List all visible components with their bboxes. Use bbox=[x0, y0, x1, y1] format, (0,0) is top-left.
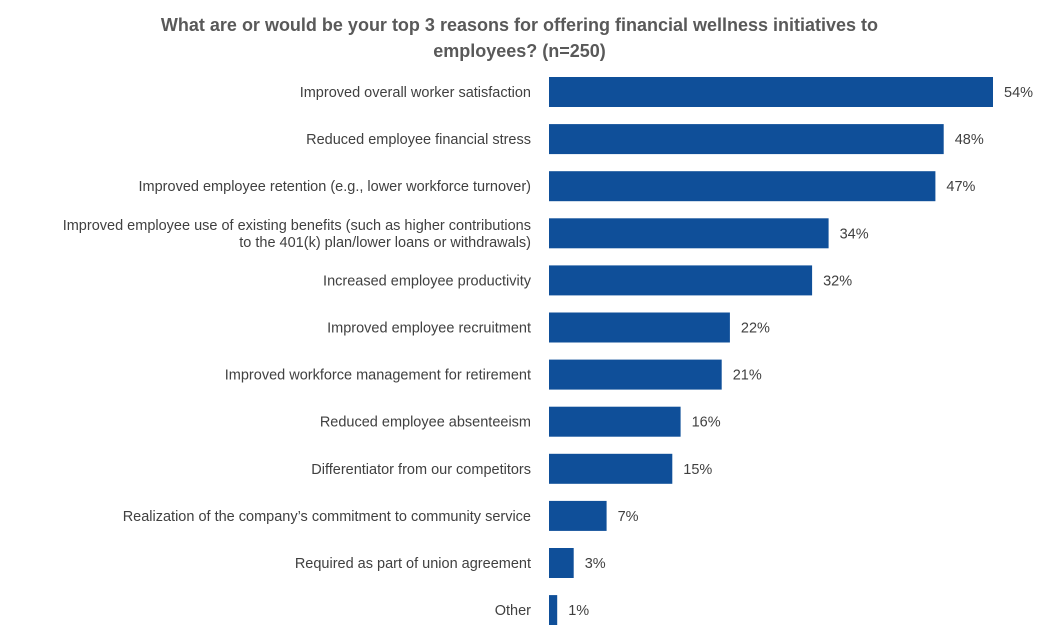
bar bbox=[549, 77, 993, 107]
category-label: Reduced employee absenteeism bbox=[320, 415, 531, 431]
bar bbox=[549, 171, 936, 202]
data-label: 48% bbox=[955, 132, 984, 148]
category-label: Improved workforce management for retire… bbox=[225, 368, 531, 384]
bar bbox=[549, 312, 730, 343]
data-label: 34% bbox=[840, 226, 869, 242]
category-label: Differentiator from our competitors bbox=[311, 462, 531, 478]
chart-title-line: employees? (n=250) bbox=[433, 41, 606, 61]
bar bbox=[549, 595, 558, 625]
category-label: Improved overall worker satisfaction bbox=[300, 85, 531, 101]
bar bbox=[549, 359, 722, 390]
category-label: Required as part of union agreement bbox=[295, 556, 531, 572]
chart-title-line: What are or would be your top 3 reasons … bbox=[160, 15, 879, 35]
bar bbox=[549, 406, 681, 437]
data-label: 32% bbox=[823, 273, 852, 289]
data-label: 15% bbox=[683, 462, 712, 478]
category-label: Improved employee recruitment bbox=[327, 321, 531, 337]
category-label: Reduced employee financial stress bbox=[306, 132, 531, 148]
bar bbox=[549, 265, 813, 296]
bar bbox=[549, 500, 607, 531]
data-label: 3% bbox=[585, 556, 606, 572]
bar bbox=[549, 124, 944, 155]
category-label: Realization of the company’s commitment … bbox=[123, 509, 531, 525]
category-label: Other bbox=[495, 603, 531, 619]
data-label: 21% bbox=[733, 368, 762, 384]
category-label: Increased employee productivity bbox=[323, 273, 532, 289]
category-label: to the 401(k) plan/lower loans or withdr… bbox=[239, 235, 531, 251]
bar bbox=[549, 453, 673, 484]
data-label: 22% bbox=[741, 321, 770, 337]
chart-title: What are or would be your top 3 reasons … bbox=[0, 12, 1039, 64]
data-label: 16% bbox=[692, 415, 721, 431]
data-label: 7% bbox=[618, 509, 639, 525]
bar bbox=[549, 218, 829, 249]
category-label: Improved employee retention (e.g., lower… bbox=[139, 179, 531, 195]
data-label: 54% bbox=[1004, 85, 1033, 101]
data-label: 1% bbox=[568, 603, 589, 619]
category-label: Improved employee use of existing benefi… bbox=[63, 218, 531, 234]
data-label: 47% bbox=[946, 179, 975, 195]
bar bbox=[549, 548, 574, 578]
